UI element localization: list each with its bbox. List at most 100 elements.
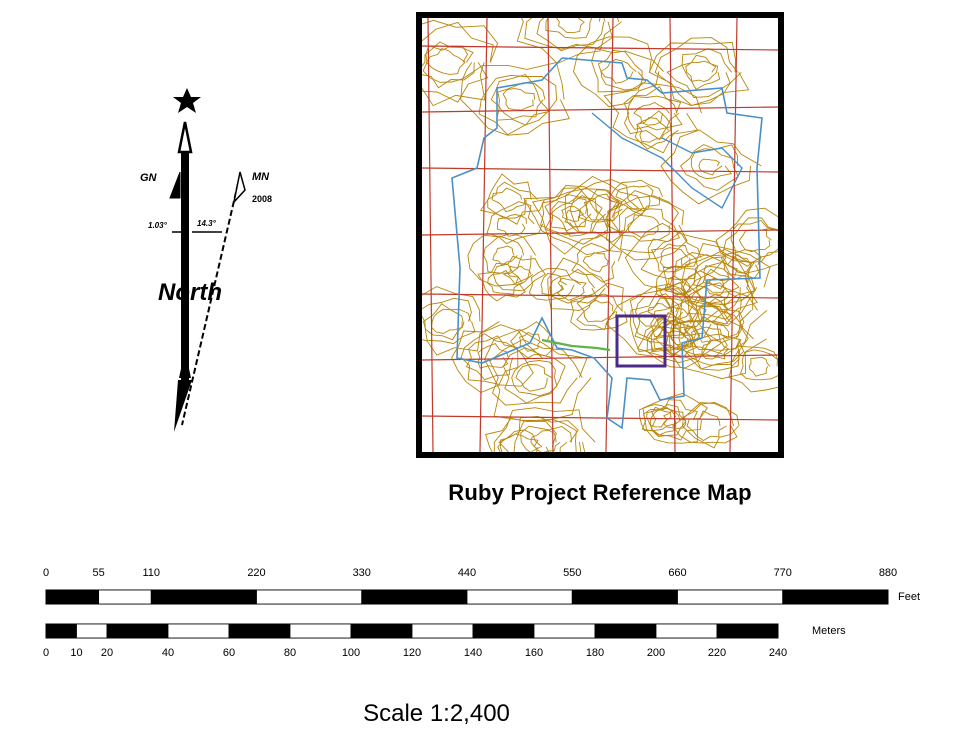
- grid-line: [422, 293, 778, 299]
- contour-line: [650, 399, 702, 441]
- scale-segment: [106, 623, 169, 639]
- contour-line: [618, 207, 674, 242]
- contour-line: [627, 214, 661, 239]
- contour-line: [547, 257, 609, 312]
- scale-tick-label: 110: [142, 567, 160, 579]
- contour-line: [634, 297, 701, 350]
- contour-line: [627, 95, 680, 131]
- contour-line: [499, 433, 541, 452]
- contour-line: [606, 195, 681, 254]
- contour-line: [680, 144, 739, 191]
- scale-segment: [533, 623, 596, 639]
- scale-segment: [472, 623, 535, 639]
- contour-line: [663, 410, 687, 429]
- contour-line: [629, 283, 699, 340]
- contour-line: [519, 331, 541, 352]
- contour-line: [502, 347, 566, 404]
- contour-line: [489, 339, 583, 406]
- contour-line: [693, 256, 738, 293]
- scale-tick-label: 550: [563, 567, 581, 579]
- scale-segment: [716, 623, 779, 639]
- contour-line: [422, 45, 473, 83]
- contour-line: [699, 297, 729, 323]
- contour-line: [422, 41, 475, 89]
- reference-map: [422, 18, 778, 452]
- contour-line: [685, 60, 717, 82]
- contour-line: [555, 18, 585, 34]
- contour-line: [640, 231, 702, 281]
- contour-line: [698, 158, 723, 176]
- contour-line: [728, 345, 778, 393]
- contour-line: [431, 308, 465, 334]
- feet-unit-label: Feet: [898, 591, 920, 603]
- contour-line: [650, 307, 692, 339]
- grid-line: [669, 18, 676, 452]
- contour-line: [544, 194, 609, 245]
- scale-bar-meters: 0 10 20 40 60 80 100 120 140 160 180 200 220 240 Mete…: [43, 623, 846, 659]
- grid-line: [547, 18, 554, 452]
- contour-line: [591, 48, 652, 93]
- contour-line: [497, 429, 543, 452]
- contour-line: [536, 18, 606, 52]
- scale-segment: [350, 623, 413, 639]
- contour-line: [605, 190, 688, 261]
- contour-line: [528, 267, 581, 301]
- scale-segment: [782, 589, 889, 605]
- scale-segment: [466, 589, 573, 605]
- contour-line: [686, 410, 727, 442]
- grid-line: [422, 106, 778, 113]
- contour-line: [690, 148, 735, 180]
- contour-line: [422, 286, 500, 356]
- contour-line: [520, 425, 573, 452]
- contour-line: [603, 82, 702, 154]
- contour-line: [510, 321, 555, 360]
- scale-tick-label: 140: [464, 647, 482, 659]
- scale-segment: [571, 589, 678, 605]
- contour-line: [460, 333, 528, 385]
- grid-line: [422, 415, 778, 421]
- contour-line: [486, 201, 543, 245]
- contour-line: [524, 18, 613, 50]
- contour-line: [682, 402, 739, 449]
- contour-line: [515, 364, 553, 392]
- scale-tick-label: 160: [525, 647, 543, 659]
- map-title: Ruby Project Reference Map: [448, 480, 752, 505]
- grid-line: [422, 167, 778, 173]
- contour-line: [422, 303, 471, 341]
- scale-tick-label: 440: [458, 567, 476, 579]
- contour-line: [597, 49, 647, 91]
- contour-line: [570, 282, 628, 331]
- contour-line: [666, 48, 733, 98]
- scale-segment: [76, 623, 108, 639]
- reference-map-frame: [416, 12, 784, 458]
- contour-line: [491, 187, 526, 213]
- contour-line: [659, 247, 689, 270]
- scale-tick-label: 180: [586, 647, 604, 659]
- grid-line: [605, 18, 614, 452]
- contour-line: [497, 82, 546, 120]
- contour-line: [545, 18, 593, 39]
- north-label: North: [158, 279, 222, 306]
- contour-line: [550, 194, 603, 237]
- contour-line: [672, 282, 752, 343]
- scale-segment: [677, 589, 784, 605]
- grid-line: [422, 45, 778, 51]
- contour-line: [502, 88, 536, 111]
- contour-line: [493, 407, 596, 452]
- scale-segment: [361, 589, 468, 605]
- contour-line: [682, 333, 742, 366]
- contour-line: [582, 252, 609, 273]
- contour-line: [422, 19, 499, 107]
- scale-segment: [411, 623, 474, 639]
- grid-line: [422, 229, 778, 236]
- mn-angle: 14.3°: [197, 219, 217, 228]
- meters-unit-label: Meters: [812, 625, 846, 637]
- contour-line: [578, 189, 623, 223]
- scale-tick-label: 0: [43, 647, 49, 659]
- section-grid: [422, 18, 778, 452]
- gn-label: GN: [140, 172, 158, 184]
- contour-line: [467, 232, 536, 287]
- mn-label: MN: [252, 171, 270, 183]
- scale-tick-label: 80: [284, 647, 296, 659]
- contour-line: [460, 61, 570, 136]
